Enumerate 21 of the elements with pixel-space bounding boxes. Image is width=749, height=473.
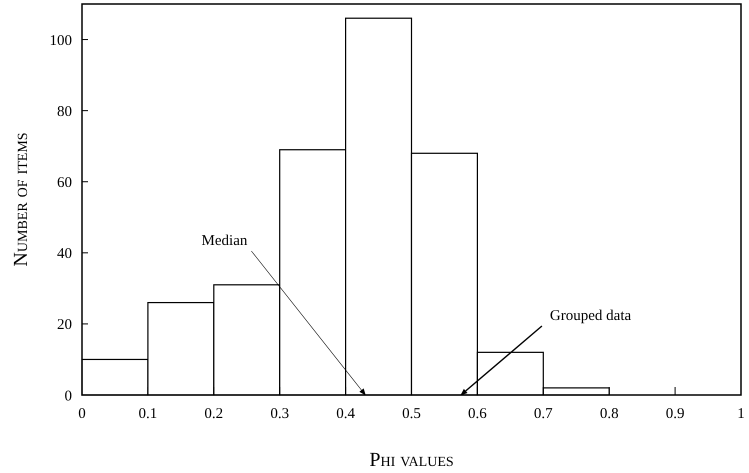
y-tick-label: 20 bbox=[57, 317, 72, 334]
x-tick-label: 0.5 bbox=[402, 406, 421, 422]
annotation: Median bbox=[202, 233, 248, 249]
y-tick-label: 80 bbox=[57, 104, 72, 120]
x-tick-label: 0.8 bbox=[600, 406, 619, 422]
x-tick-label: 0.2 bbox=[204, 406, 224, 422]
x-tick-label: 0.4 bbox=[336, 406, 356, 422]
y-tick-label: 60 bbox=[57, 174, 72, 191]
x-tick-label: 0.7 bbox=[534, 406, 554, 422]
x-tick-label: 0.3 bbox=[270, 406, 290, 422]
x-axis-title: Phi values bbox=[369, 449, 454, 471]
y-tick-label: 40 bbox=[57, 246, 72, 262]
x-tick-label: 0.1 bbox=[138, 406, 158, 422]
x-tick-label: 0.9 bbox=[666, 406, 684, 422]
x-tick-label: 1 bbox=[737, 406, 745, 422]
annotation: Grouped data bbox=[550, 308, 632, 324]
y-tick-label: 100 bbox=[50, 32, 72, 49]
y-tick-label: 0 bbox=[64, 388, 72, 404]
x-tick-label: 0 bbox=[78, 406, 86, 422]
y-axis-title: Number of items bbox=[10, 132, 32, 267]
x-tick-label: 0.6 bbox=[468, 406, 488, 422]
